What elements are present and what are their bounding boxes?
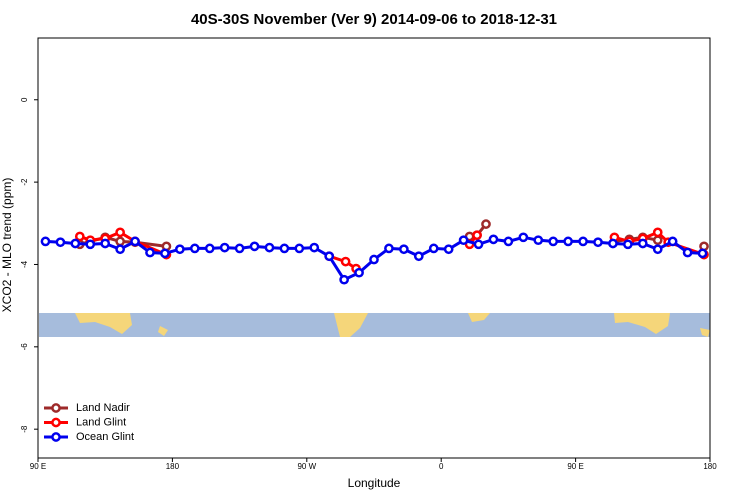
series-point: [667, 236, 678, 247]
y-tick-label: -4: [20, 260, 29, 268]
series-point: [548, 236, 559, 247]
series-point: [578, 236, 588, 247]
series-point: [481, 219, 491, 229]
series-point: [70, 238, 81, 249]
series-point: [249, 241, 260, 252]
series-point: [85, 239, 96, 250]
series-point: [40, 236, 51, 247]
series-point: [115, 236, 125, 247]
series-point: [428, 243, 439, 254]
series-point: [189, 243, 200, 254]
series-point: [309, 242, 320, 253]
series-point: [637, 238, 648, 249]
series-point: [74, 231, 85, 242]
series-point: [55, 237, 66, 248]
series-point: [652, 227, 663, 238]
series-point: [115, 244, 125, 255]
x-tick-label: 0: [439, 462, 444, 471]
legend-marker: [51, 432, 61, 442]
x-tick-label: 90 E: [30, 462, 46, 471]
legend-label: Ocean Glint: [76, 431, 134, 443]
series-point: [354, 267, 364, 278]
series-point: [443, 244, 454, 255]
series-point: [608, 238, 618, 249]
series-point: [458, 235, 469, 246]
x-axis-label: Longitude: [348, 476, 401, 490]
series-point: [384, 243, 394, 254]
series-point: [399, 244, 409, 255]
series-point: [503, 236, 514, 247]
series-point: [145, 247, 155, 258]
x-tick-label: 180: [166, 462, 180, 471]
series-point: [533, 235, 544, 246]
series-point: [593, 237, 603, 248]
series-point: [130, 236, 140, 247]
series-point: [697, 248, 708, 259]
series-point: [473, 239, 484, 250]
series-point: [294, 243, 305, 254]
series-point: [204, 243, 215, 254]
series-point: [340, 256, 351, 267]
series-point: [219, 242, 230, 253]
y-tick-label: 0: [20, 97, 29, 102]
y-tick-label: -8: [20, 425, 29, 433]
x-tick-label: 180: [703, 462, 717, 471]
series-point: [563, 236, 573, 247]
y-axis-label: XCO2 - MLO trend (ppm): [0, 178, 14, 313]
legend-label: Land Nadir: [76, 402, 130, 414]
series-point: [369, 254, 379, 265]
series-point: [279, 243, 290, 254]
series-point: [100, 238, 111, 249]
series-point: [115, 227, 125, 238]
y-tick-label: -2: [20, 178, 29, 186]
series-point: [488, 234, 499, 245]
plot-frame: [37, 37, 711, 459]
x-tick-label: 90 W: [297, 462, 316, 471]
series-point: [175, 244, 185, 255]
series-point: [652, 235, 663, 246]
map-strip: [39, 313, 710, 337]
series-point: [472, 230, 482, 241]
series-point: [264, 242, 275, 253]
legend-marker: [51, 403, 61, 413]
series-point: [160, 248, 170, 259]
legend-marker: [51, 417, 61, 428]
y-tick-label: -6: [20, 343, 29, 351]
series-point: [234, 243, 245, 254]
series-point: [413, 251, 424, 262]
series-point: [339, 274, 349, 285]
series-point: [652, 244, 663, 255]
legend-label: Land Glint: [76, 416, 126, 428]
chart-title: 40S-30S November (Ver 9) 2014-09-06 to 2…: [191, 11, 557, 28]
series-point: [324, 251, 335, 262]
series-point: [682, 247, 693, 258]
x-tick-label: 90 E: [567, 462, 583, 471]
series-point: [623, 239, 633, 250]
series-point: [518, 232, 529, 243]
